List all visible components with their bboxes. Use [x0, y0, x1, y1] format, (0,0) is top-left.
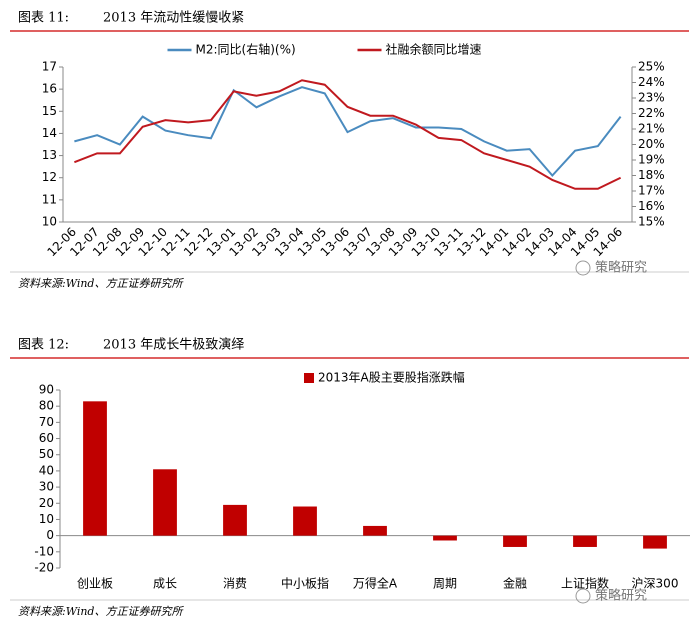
y-tick-label: 12 [42, 170, 57, 184]
figure-title: 2013 年流动性缓慢收紧 [103, 10, 244, 26]
y-tick-label: 80 [39, 399, 54, 413]
y2-tick-label: 25% [638, 60, 665, 74]
y-tick-label: 20 [39, 496, 54, 510]
source: 资料来源:Wind、方正证券研究所 [18, 605, 184, 618]
bar [433, 535, 457, 541]
bar [363, 525, 387, 536]
bar [293, 506, 317, 536]
watermark: 策略研究 [595, 588, 647, 604]
y-tick-label: 60 [39, 431, 54, 445]
y-tick-label: 70 [39, 415, 54, 429]
y2-tick-label: 20% [638, 137, 665, 151]
line-series [74, 79, 622, 190]
x-tick-label: 中小板指 [281, 576, 329, 591]
y-tick-label: 13 [42, 148, 57, 162]
figure-label: 图表 11: [18, 11, 69, 26]
source: 资料来源:Wind、方正证券研究所 [18, 277, 184, 290]
x-tick-label: 上证指数 [561, 576, 609, 591]
y-tick-label: 10 [39, 512, 54, 526]
y-tick-label: -20 [34, 561, 54, 575]
bar [83, 401, 107, 536]
bar [643, 535, 667, 549]
legend-label: M2:同比(右轴)(%) [196, 42, 296, 57]
y-tick-label: 17 [42, 60, 57, 74]
y2-tick-label: 21% [638, 122, 665, 136]
x-tick-label: 万得全A [353, 576, 398, 591]
figure-label: 图表 12: [18, 338, 69, 353]
y-tick-label: 90 [39, 383, 54, 397]
x-tick-label: 创业板 [77, 577, 113, 591]
y2-tick-label: 23% [638, 91, 665, 105]
y2-tick-label: 24% [638, 75, 665, 89]
bar [153, 469, 177, 536]
y-tick-label: 50 [39, 447, 54, 461]
y-tick-label: 15 [42, 104, 57, 118]
y-tick-label: 40 [39, 463, 54, 477]
bar [503, 535, 527, 547]
y-tick-label: 10 [42, 215, 57, 229]
watermark-icon [575, 260, 591, 276]
bar [573, 535, 597, 547]
watermark: 策略研究 [595, 260, 647, 276]
y-tick-label: -10 [34, 544, 54, 558]
y-tick-label: 30 [39, 480, 54, 494]
bar [223, 504, 247, 536]
y-tick-label: 11 [42, 192, 57, 206]
y2-tick-label: 19% [638, 153, 665, 167]
y-tick-label: 0 [46, 528, 54, 542]
x-tick-label: 消费 [223, 577, 247, 591]
watermark-icon [575, 588, 591, 604]
x-tick-label: 金融 [503, 576, 527, 591]
y2-tick-label: 16% [638, 199, 665, 213]
y2-tick-label: 18% [638, 168, 665, 182]
x-tick-label: 周期 [433, 577, 457, 591]
figure-title: 2013 年成长牛极致演绎 [103, 337, 244, 353]
legend-label: 社融余额同比增速 [386, 42, 482, 57]
y2-tick-label: 17% [638, 184, 665, 198]
x-tick-label: 沪深300 [632, 577, 679, 591]
y-tick-label: 14 [42, 126, 57, 140]
y2-tick-label: 22% [638, 106, 665, 120]
legend-swatch [304, 373, 314, 383]
line-series [74, 86, 622, 178]
x-tick-label: 成长 [153, 577, 177, 591]
y-tick-label: 16 [42, 82, 57, 96]
y2-tick-label: 15% [638, 215, 665, 229]
legend-label: 2013年A股主要股指涨跌幅 [318, 370, 465, 385]
